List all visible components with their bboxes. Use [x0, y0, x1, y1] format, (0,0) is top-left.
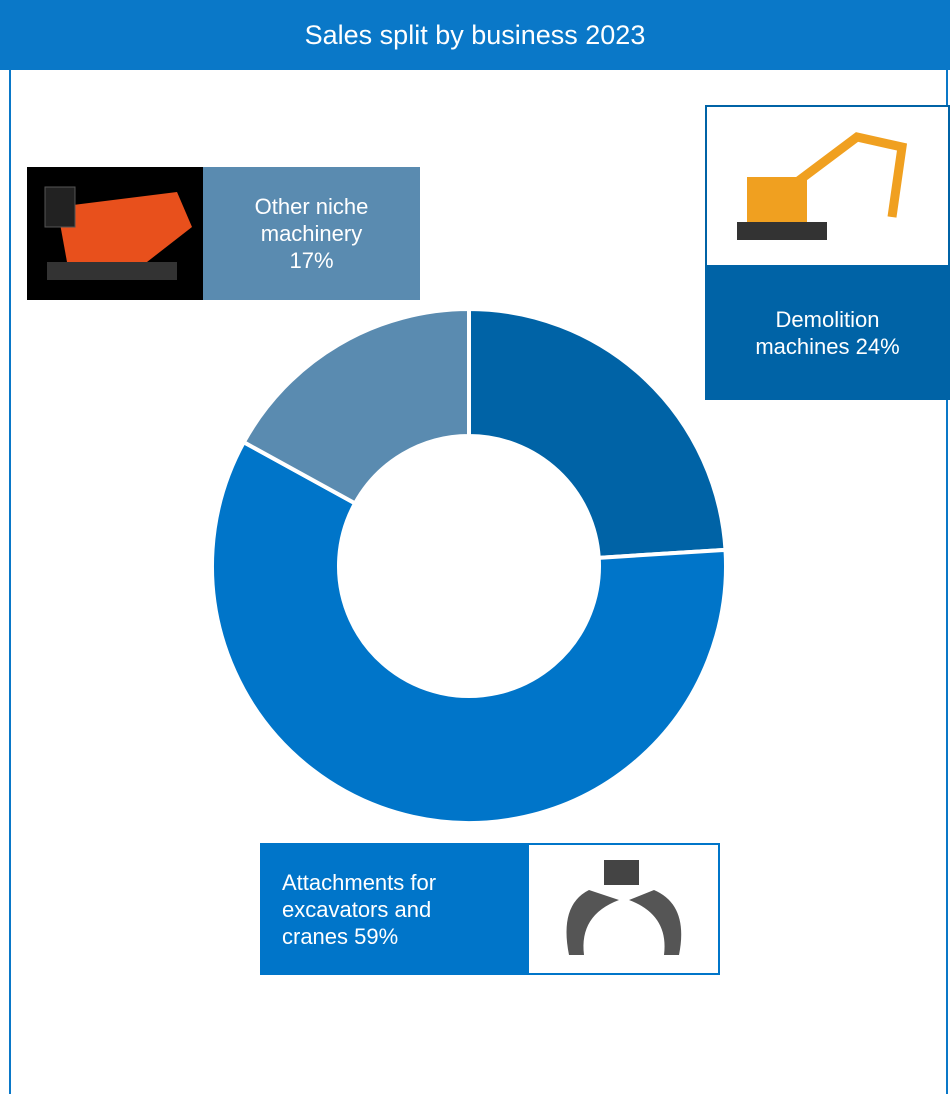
product-image	[27, 167, 203, 300]
donut-slice	[467, 306, 728, 560]
product-image	[705, 105, 950, 267]
slice-label: Demolition machines 24%	[705, 265, 950, 400]
value-label: 24%	[855, 333, 900, 359]
donut-slice	[241, 306, 471, 507]
chart-title: Sales split by business 2023	[0, 0, 950, 70]
grapple-icon	[566, 860, 682, 955]
machine-icon	[44, 186, 192, 280]
product-image	[527, 843, 720, 975]
machine-icon	[737, 132, 908, 240]
value-label: 59%	[354, 923, 399, 949]
donut-slice	[210, 439, 728, 825]
value-label: 17%	[289, 248, 334, 273]
category-label: Demolition machines	[755, 306, 880, 359]
slice-label: Other niche machinery 17%	[203, 167, 420, 300]
frame	[9, 0, 948, 1094]
slice-label: Attachments for excavators and cranes 59…	[260, 843, 528, 975]
category-label: Attachments for excavators and cranes	[282, 869, 437, 949]
category-label: Other niche machinery	[254, 194, 369, 246]
